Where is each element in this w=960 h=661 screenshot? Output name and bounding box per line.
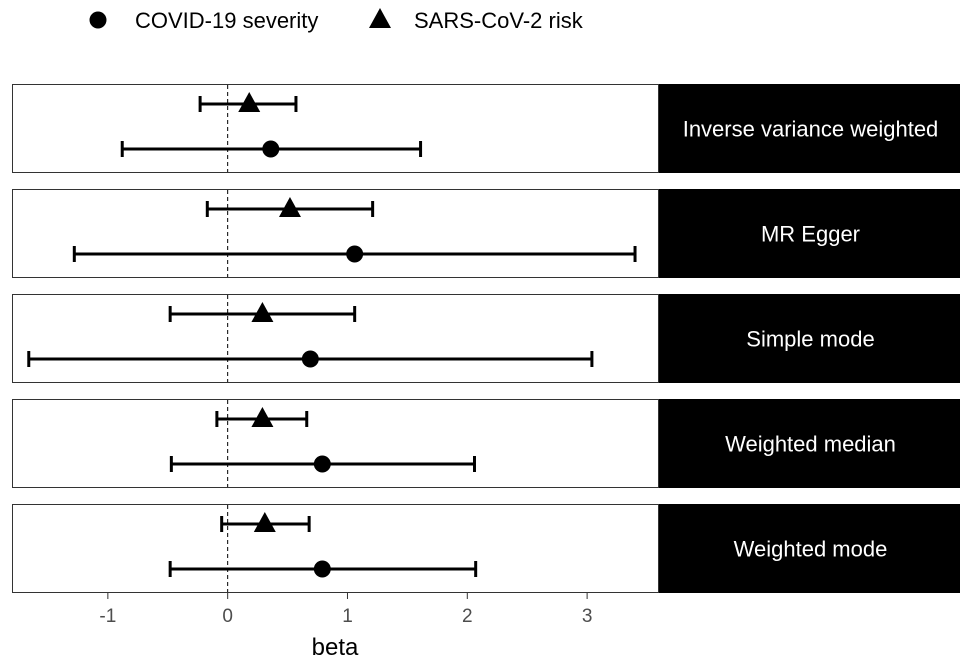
panel: MR Egger <box>12 189 960 278</box>
point-triangle <box>238 92 261 112</box>
estimate-severity <box>72 245 637 263</box>
point-triangle <box>253 512 276 532</box>
x-axis: -1 0 1 2 3 <box>99 593 592 627</box>
panel-strip <box>659 504 960 593</box>
panel: Inverse variance weighted <box>12 84 960 173</box>
point-triangle <box>278 197 301 217</box>
estimate-risk <box>205 197 375 217</box>
point-circle <box>301 350 319 368</box>
panel-strip <box>659 399 960 488</box>
panel-border <box>12 399 659 488</box>
point-triangle <box>251 302 274 322</box>
legend-triangle-icon <box>369 8 391 28</box>
estimate-severity <box>120 140 423 158</box>
panel-strip-label: Simple mode <box>746 327 874 352</box>
point-triangle <box>251 407 274 427</box>
panel-border <box>12 294 659 383</box>
x-tick-label: -1 <box>99 606 116 627</box>
legend-label-risk: SARS-CoV-2 risk <box>414 8 584 33</box>
panel-strip-label: MR Egger <box>761 222 860 247</box>
estimate-severity <box>169 455 476 473</box>
x-axis-title: beta <box>312 634 359 661</box>
panel-border <box>12 189 659 278</box>
x-tick-label: 2 <box>462 606 473 627</box>
point-circle <box>346 245 364 263</box>
point-circle <box>313 560 331 578</box>
point-circle <box>313 455 331 473</box>
x-tick-label: 1 <box>342 606 353 627</box>
panel-strip-label: Weighted median <box>725 432 896 457</box>
panel-strip <box>659 84 960 173</box>
estimate-risk <box>220 512 311 532</box>
panels: Inverse variance weighted MR Egger Simple … <box>12 84 960 593</box>
legend-label-severity: COVID-19 severity <box>135 8 318 33</box>
estimate-risk <box>198 92 298 112</box>
panel-border <box>12 84 659 173</box>
x-tick-label: 3 <box>582 606 593 627</box>
point-circle <box>262 140 280 158</box>
estimate-severity <box>168 560 478 578</box>
legend-circle-icon <box>89 11 107 29</box>
legend: COVID-19 severity SARS-CoV-2 risk <box>89 8 584 33</box>
estimate-severity <box>27 350 594 368</box>
panel-border <box>12 504 659 593</box>
panel: Simple mode <box>12 294 960 383</box>
panel-strip-label: Weighted mode <box>734 537 888 562</box>
panel: Weighted median <box>12 399 960 488</box>
panel-strip <box>659 189 960 278</box>
panel: Weighted mode <box>12 504 960 593</box>
panel-strip <box>659 294 960 383</box>
estimate-risk <box>168 302 357 322</box>
panel-strip-label: Inverse variance weighted <box>683 117 939 142</box>
x-tick-label: 0 <box>222 606 233 627</box>
estimate-risk <box>215 407 309 427</box>
